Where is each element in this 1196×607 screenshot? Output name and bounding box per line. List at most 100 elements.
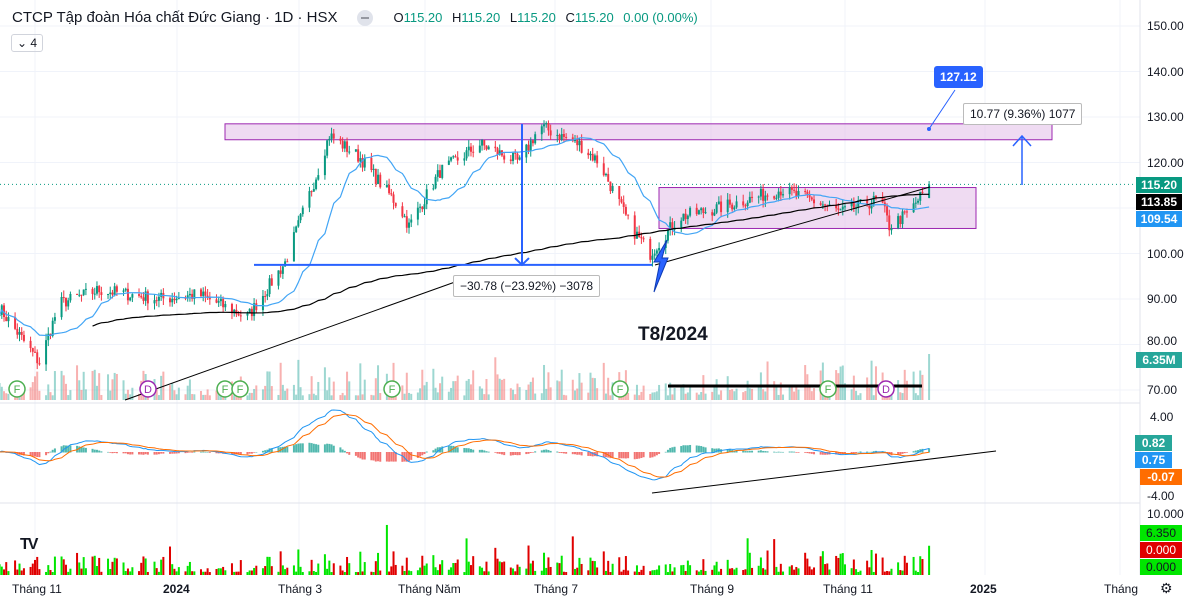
volume-bar bbox=[359, 363, 362, 400]
volume-bar bbox=[673, 387, 676, 400]
symbol-title[interactable]: CTCP Tập đoàn Hóa chất Đức Giang · 1D · … bbox=[12, 9, 338, 26]
indicators-toggle[interactable]: ⌄ 4 bbox=[11, 34, 44, 52]
volume-bar bbox=[589, 372, 592, 400]
volume-bar-lower bbox=[93, 555, 96, 575]
macd-hist-bar bbox=[684, 445, 687, 453]
volume-bar bbox=[295, 394, 298, 400]
macd-hist-bar bbox=[903, 452, 906, 454]
volume-bar bbox=[578, 373, 581, 400]
volume-bar-lower bbox=[487, 571, 490, 575]
volume-bar-lower bbox=[206, 568, 209, 575]
candle bbox=[467, 146, 470, 151]
macd-hist-bar bbox=[797, 452, 800, 453]
volume-bar bbox=[514, 394, 517, 400]
macd-hist-bar bbox=[14, 452, 17, 454]
macd-hist-bar bbox=[64, 445, 67, 453]
volume-bar bbox=[78, 380, 81, 400]
settings-icon[interactable]: ⚙ bbox=[1160, 580, 1173, 596]
time-tick: Tháng 3 bbox=[278, 582, 323, 596]
volume-bar bbox=[339, 395, 342, 400]
volume-bar bbox=[126, 389, 129, 400]
volume-bar bbox=[60, 370, 63, 400]
macd-hist-bar bbox=[481, 449, 484, 453]
candle bbox=[230, 304, 233, 314]
volume-bar bbox=[82, 371, 85, 400]
candle bbox=[454, 156, 457, 158]
volume-bar bbox=[666, 395, 669, 400]
candle bbox=[795, 190, 798, 196]
ohlc-readout: O115.20 H115.20 L115.20 C115.20 0.00 (0.… bbox=[393, 10, 698, 25]
candle bbox=[392, 194, 395, 203]
volume-bar-lower bbox=[230, 563, 233, 575]
time-tick: Tháng Năm bbox=[398, 582, 461, 596]
macd-hist-bar bbox=[649, 452, 652, 458]
volume-bar bbox=[109, 390, 112, 400]
volume-bar-lower bbox=[107, 558, 110, 575]
volume-bar-lower bbox=[503, 561, 506, 575]
event-marker-label: F bbox=[617, 384, 624, 396]
volume-bar-lower bbox=[808, 566, 811, 575]
volume-bar-lower bbox=[131, 567, 134, 575]
volume-bar bbox=[914, 393, 917, 400]
volume-bar-lower bbox=[16, 569, 19, 575]
candle bbox=[890, 228, 893, 231]
macd-hist-bar bbox=[611, 452, 614, 458]
volume-bar-lower bbox=[84, 568, 87, 575]
volume-bar-lower bbox=[410, 571, 413, 575]
volume-bar-lower bbox=[246, 572, 249, 575]
macd-hist-bar bbox=[651, 452, 654, 458]
macd-hist-bar bbox=[266, 449, 269, 453]
volume-bar-lower bbox=[270, 566, 273, 575]
event-marker-dividend bbox=[611, 380, 629, 398]
candle bbox=[266, 294, 269, 297]
event-marker-label: F bbox=[825, 384, 832, 396]
volume-bar-lower bbox=[160, 559, 163, 575]
volume-bar-lower bbox=[419, 567, 422, 575]
candle bbox=[199, 289, 202, 297]
macd-hist-bar bbox=[664, 451, 667, 453]
volume-bar-lower bbox=[67, 571, 70, 575]
candle bbox=[390, 193, 393, 195]
macd-tick: 4.00 bbox=[1150, 410, 1174, 424]
volume-bar-lower bbox=[175, 571, 178, 575]
volume-bar-lower bbox=[467, 561, 470, 575]
volume-bar-lower bbox=[919, 556, 922, 575]
macd-hist-bar bbox=[204, 451, 207, 453]
macd-hist-bar bbox=[408, 452, 411, 462]
volume-bar-lower bbox=[18, 563, 21, 575]
volume-bar bbox=[602, 362, 605, 400]
volume-bar-lower bbox=[354, 571, 357, 575]
macd-hist-bar bbox=[38, 452, 41, 458]
candle bbox=[684, 213, 687, 220]
candle bbox=[206, 295, 209, 297]
volume-bar-lower bbox=[204, 571, 207, 575]
volume-bar-lower bbox=[655, 569, 658, 575]
volume-bar bbox=[793, 391, 796, 400]
volume-badge: 6.35M bbox=[1136, 352, 1182, 368]
candle bbox=[45, 340, 48, 365]
candle bbox=[157, 296, 160, 301]
macd-hist-bar bbox=[562, 452, 565, 454]
volume-bar bbox=[343, 395, 346, 400]
volume-bar-lower bbox=[578, 557, 581, 575]
volume-bar-lower bbox=[901, 570, 904, 575]
candle bbox=[797, 191, 800, 196]
candle bbox=[901, 211, 904, 225]
candle bbox=[666, 229, 669, 241]
candle bbox=[357, 149, 360, 162]
volume-bar bbox=[36, 371, 39, 400]
macd-hist-bar bbox=[498, 452, 501, 454]
macd-hist-bar bbox=[131, 452, 134, 455]
candle bbox=[394, 202, 397, 207]
volume-bar bbox=[357, 395, 360, 400]
volume-bar bbox=[47, 384, 50, 400]
volume-bar bbox=[173, 390, 176, 400]
hide-icon[interactable] bbox=[357, 9, 374, 26]
volume-bar-lower bbox=[357, 572, 360, 575]
macd-hist-bar bbox=[34, 452, 36, 457]
macd-hist-bar bbox=[790, 451, 793, 453]
candle bbox=[593, 155, 596, 161]
volume-bar-lower bbox=[261, 568, 264, 575]
volume-bar bbox=[138, 393, 141, 400]
